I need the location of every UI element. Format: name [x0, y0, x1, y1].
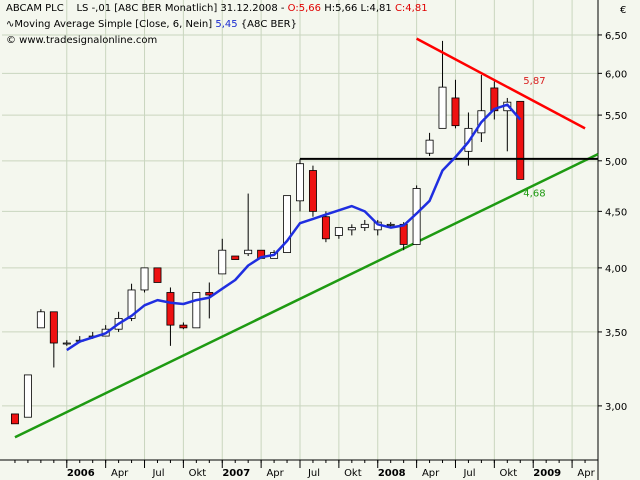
- candle-up: [334, 227, 343, 236]
- moving-average-line: [66, 103, 522, 352]
- candle-up: [296, 163, 304, 202]
- candle-down: [179, 324, 188, 329]
- open-value: O:5,66: [287, 3, 322, 14]
- candle-down: [308, 170, 317, 212]
- trendline-resistance: [416, 37, 586, 130]
- y-tick-label: 5,50: [605, 111, 627, 122]
- x-tick-label: Jul: [462, 468, 475, 479]
- low-value: L:4,81: [360, 3, 392, 14]
- x-tick-label: Okt: [500, 468, 518, 479]
- chart-header-line-2: ∿Moving Average Simple [Close, 6, Nein] …: [6, 19, 297, 31]
- x-tick-label: Apr: [111, 468, 129, 479]
- y-tick-label: 3,50: [605, 328, 627, 339]
- candle-up: [62, 342, 71, 345]
- chart-header-line-1: ABCAM PLC LS -,01 [A8C BER Monatlich] 31…: [6, 3, 428, 15]
- x-tick-label: 2008: [378, 468, 406, 479]
- candle-down: [166, 292, 175, 326]
- candle-down: [399, 223, 408, 245]
- candle-down: [490, 87, 499, 112]
- symbol-name: ABCAM PLC: [6, 3, 64, 14]
- candle-up: [192, 292, 201, 329]
- candle-up: [218, 249, 227, 275]
- price-annotation: 5,87: [523, 76, 545, 87]
- indicator-icon: ∿: [6, 19, 15, 30]
- candle-up: [283, 195, 292, 253]
- x-tick-label: Okt: [344, 468, 362, 479]
- candle-down: [451, 97, 460, 127]
- indicator-name: Moving Average Simple [Close, 6, Nein]: [14, 19, 213, 30]
- x-tick-label: Okt: [189, 468, 207, 479]
- y-tick-label: 6,50: [605, 31, 627, 42]
- indicator-value: 5,45: [215, 19, 238, 30]
- candle-down: [49, 311, 58, 344]
- x-tick-label: 2006: [67, 468, 95, 479]
- x-tick-label: Apr: [577, 468, 595, 479]
- close-value: C:4,81: [394, 3, 428, 14]
- currency-label: €: [620, 5, 626, 16]
- candle-up: [347, 227, 356, 231]
- x-tick-label: Apr: [266, 468, 284, 479]
- candle-up: [244, 249, 253, 255]
- candle-down: [516, 100, 525, 180]
- high-value: H:5,66: [324, 3, 358, 14]
- x-tick-label: Apr: [422, 468, 440, 479]
- trendline-support: [14, 153, 599, 439]
- candle-up: [127, 289, 136, 319]
- candle-up: [386, 223, 395, 226]
- candle-up: [425, 139, 434, 154]
- x-tick-label: Jul: [151, 468, 164, 479]
- candle-up: [140, 267, 149, 291]
- candle-down: [153, 267, 162, 283]
- y-tick-label: 6,00: [605, 69, 627, 80]
- symbol-info: LS -,01 [A8C BER Monatlich] 31.12.2008 -: [76, 3, 285, 14]
- y-tick-label: 4,00: [605, 264, 627, 275]
- candle-up: [23, 374, 32, 418]
- candle-up: [438, 86, 447, 129]
- candle-down: [10, 413, 19, 425]
- x-tick-label: Jul: [307, 468, 320, 479]
- candle-up: [360, 223, 369, 229]
- copyright-line: © www.tradesignalonline.com: [6, 35, 158, 46]
- y-tick-label: 4,50: [605, 207, 627, 218]
- candle-down: [321, 216, 330, 240]
- y-tick-label: 5,00: [605, 157, 627, 168]
- x-tick-label: 2009: [533, 468, 561, 479]
- indicator-instrument: {A8C BER}: [240, 19, 297, 30]
- x-tick-label: 2007: [222, 468, 250, 479]
- candle-up: [36, 311, 45, 329]
- candle-down: [231, 255, 240, 260]
- y-tick-label: 3,00: [605, 402, 627, 413]
- price-annotation: 4,68: [523, 189, 545, 200]
